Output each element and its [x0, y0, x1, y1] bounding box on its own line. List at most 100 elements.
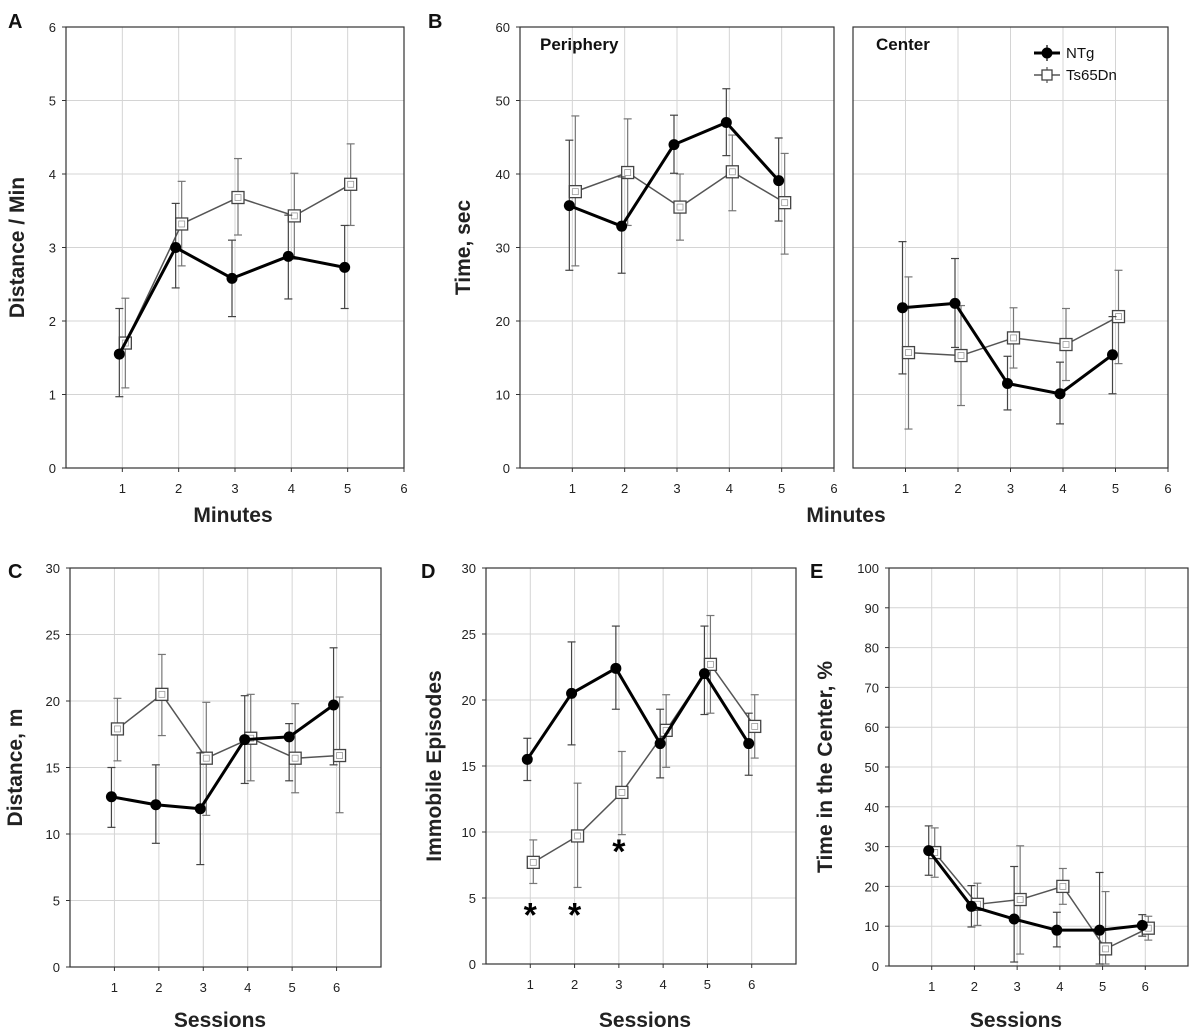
- series-line: [111, 703, 335, 811]
- panel-subtitle: Periphery: [540, 35, 619, 54]
- data-point-ts65dn-inner: [676, 203, 684, 211]
- data-point-ts65dn: [615, 785, 629, 800]
- data-point-ts65dn: [231, 190, 245, 205]
- y-tick-label: 60: [865, 720, 879, 735]
- panel-e: 0 10 20 30 40 50 60 70 80 90 100 1 2 3 4 5 6 Sessions Time…: [810, 561, 1189, 1032]
- data-point-ts65dn-inner: [291, 754, 299, 762]
- y-tick-label: 1: [49, 388, 56, 403]
- data-point-ts65dn: [1059, 337, 1073, 352]
- series-ts65dn: [901, 269, 1126, 430]
- x-tick-label: 2: [971, 979, 978, 994]
- data-point-ntg: [654, 738, 666, 750]
- data-point-ts65dn: [748, 719, 762, 734]
- y-tick-label: 0: [503, 461, 510, 476]
- data-point-ts65dn-inner: [957, 352, 965, 359]
- data-point-ntg: [563, 200, 575, 212]
- x-tick-label: 1: [111, 980, 118, 995]
- x-tick-label: 5: [289, 980, 296, 995]
- y-tick-label: 6: [49, 20, 56, 35]
- data-point-ntg: [105, 791, 117, 803]
- data-point-ts65dn-inner: [728, 168, 736, 176]
- x-axis-label: Sessions: [174, 1009, 266, 1032]
- series-ntg: [521, 625, 755, 782]
- data-point-ts65dn: [344, 177, 358, 191]
- panel-b-center: 1 2 3 4 5 6 Minutes Center: [806, 26, 1172, 527]
- y-tick-label: 30: [865, 840, 879, 855]
- data-point-ntg: [923, 845, 935, 857]
- data-point-ntg: [170, 242, 182, 253]
- y-tick-label: 90: [865, 601, 879, 616]
- y-tick-label: 3: [49, 241, 56, 256]
- x-tick-label: 5: [344, 481, 351, 496]
- y-tick-label: 25: [46, 628, 60, 643]
- data-point-ts65dn: [570, 829, 585, 843]
- x-axis-label: Sessions: [970, 1009, 1062, 1032]
- series-ntg: [105, 647, 340, 866]
- y-tick-label: 40: [865, 800, 879, 815]
- x-tick-label: 5: [1099, 979, 1106, 994]
- data-point-ts65dn: [175, 217, 189, 231]
- data-point-ntg: [150, 799, 162, 811]
- y-tick-label: 30: [462, 561, 476, 576]
- data-point-ntg: [521, 753, 533, 765]
- data-point-ts65dn-inner: [1016, 896, 1024, 903]
- data-point-ntg: [226, 272, 238, 284]
- data-point-ts65dn-inner: [574, 832, 581, 840]
- y-tick-label: 30: [496, 241, 510, 256]
- data-point-ntg: [1054, 388, 1066, 400]
- x-tick-label: 2: [954, 481, 961, 496]
- y-tick-label: 100: [857, 561, 879, 576]
- series-line: [927, 849, 1143, 932]
- y-tick-label: 0: [49, 461, 56, 476]
- y-tick-label: 20: [462, 693, 476, 708]
- data-point-ts65dn-inner: [751, 723, 759, 730]
- data-point-ntg: [1107, 349, 1118, 361]
- x-tick-label: 3: [1014, 979, 1021, 994]
- data-point-ts65dn-inner: [1010, 334, 1017, 342]
- x-tick-label: 2: [155, 980, 162, 995]
- data-point-ntg: [773, 175, 785, 187]
- y-tick-label: 15: [46, 761, 60, 776]
- series-ntg: [923, 825, 1148, 965]
- panel-c: 0 5 10 15 20 25 30 1 2 3 4 5 6 Sessions Distance, m C: [4, 561, 382, 1032]
- data-point-ts65dn: [110, 722, 125, 736]
- x-axis-label: Minutes: [806, 504, 885, 527]
- y-tick-label: 10: [462, 825, 476, 840]
- series-ts65dn: [118, 143, 358, 389]
- x-tick-label: 4: [288, 481, 295, 496]
- data-point-ts65dn: [332, 748, 347, 763]
- data-point-ts65dn-inner: [707, 660, 714, 668]
- x-tick-label: 6: [400, 481, 407, 496]
- data-point-ntg: [949, 297, 961, 309]
- legend-label-ntg: NTg: [1066, 45, 1094, 62]
- data-point-ntg: [1051, 924, 1063, 936]
- data-point-ts65dn-inner: [529, 858, 537, 866]
- significance-asterisk: *: [612, 833, 626, 871]
- y-tick-label: 70: [865, 680, 879, 695]
- y-tick-label: 50: [496, 94, 510, 109]
- y-axis-label: Distance, m: [4, 709, 27, 827]
- data-point-ts65dn: [778, 196, 792, 210]
- series-line: [934, 852, 1149, 950]
- data-point-ntg: [339, 261, 351, 273]
- x-tick-label: 4: [244, 980, 251, 995]
- series-line: [532, 663, 756, 864]
- series-line: [116, 693, 340, 759]
- x-axis-label: Minutes: [193, 504, 272, 527]
- series-ts65dn: [928, 827, 1155, 965]
- x-tick-label: 1: [527, 977, 534, 992]
- data-point-ts65dn-inner: [571, 188, 579, 196]
- panel-label: C: [8, 561, 22, 583]
- y-tick-label: 10: [865, 919, 879, 934]
- x-tick-label: 3: [673, 481, 680, 496]
- x-tick-label: 5: [1112, 481, 1119, 496]
- x-tick-label: 5: [704, 977, 711, 992]
- data-point-ntg: [610, 662, 622, 674]
- data-point-ts65dn-inner: [1062, 341, 1070, 348]
- x-tick-label: 5: [778, 481, 785, 496]
- x-tick-label: 1: [119, 481, 126, 496]
- panel-d: 0 5 10 15 20 25 30 1 2 3 4 5 6 Sessions Immobile Episo…: [421, 561, 797, 1032]
- data-point-ntg: [239, 734, 251, 746]
- x-tick-label: 1: [928, 979, 935, 994]
